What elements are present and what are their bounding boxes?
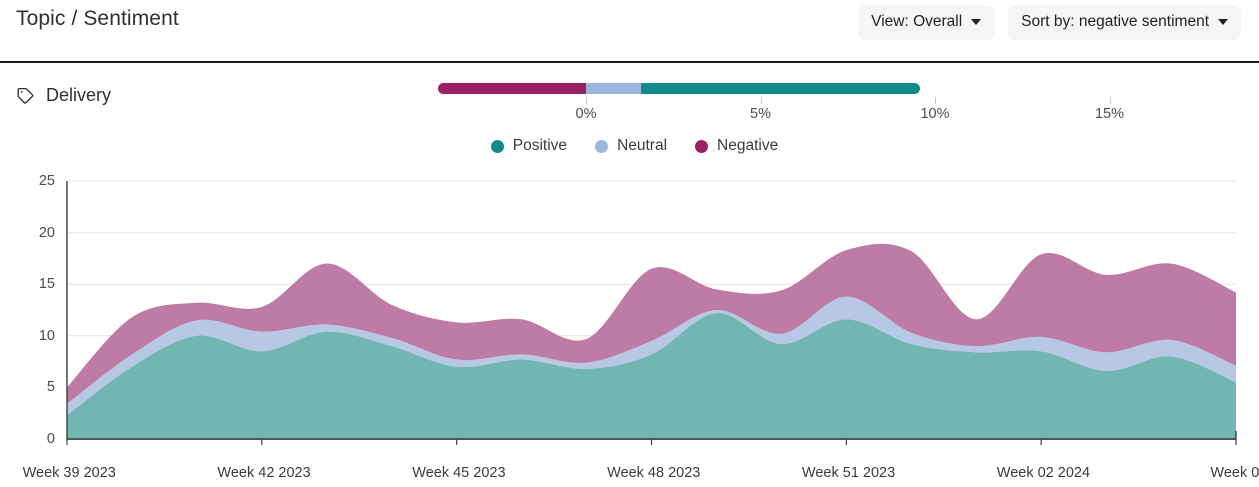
pct-axis-label: 15% bbox=[1094, 106, 1125, 122]
sort-dropdown-label: Sort by: negative sentiment bbox=[1021, 13, 1209, 30]
pct-axis-label: 5% bbox=[750, 106, 771, 122]
sort-dropdown[interactable]: Sort by: negative sentiment bbox=[1008, 5, 1241, 40]
pct-axis-label: 0% bbox=[575, 106, 597, 122]
area-positive bbox=[67, 313, 1236, 439]
sentiment-summary-bar: 0% 5% 10% 15% bbox=[0, 63, 1259, 131]
legend-color-dot bbox=[695, 139, 709, 153]
page-header: Topic / Sentiment View: Overall Sort by:… bbox=[0, 0, 1259, 63]
x-axis-tick-label: Week 02 2024 bbox=[996, 465, 1091, 481]
y-axis-tick-label: 10 bbox=[38, 327, 55, 344]
x-axis-tick-label: Week 42 2023 bbox=[217, 465, 311, 481]
legend-color-dot bbox=[595, 139, 609, 153]
view-dropdown[interactable]: View: Overall bbox=[858, 5, 995, 40]
chart-plot bbox=[66, 180, 1237, 445]
legend-item[interactable]: Negative bbox=[695, 137, 778, 155]
y-axis-tick-label: 0 bbox=[46, 431, 55, 447]
summary-bar-positive-segment bbox=[641, 83, 921, 94]
view-dropdown-label: View: Overall bbox=[871, 13, 963, 30]
summary-bar-neutral-segment bbox=[586, 83, 642, 94]
y-axis-tick-label: 15 bbox=[38, 276, 55, 293]
pct-axis-tick bbox=[1109, 97, 1111, 104]
x-axis-tick-label: Week 48 2023 bbox=[607, 465, 701, 481]
sentiment-area-chart: 0 5 10 15 20 25 Week 39 2023 Week 42 2023 Week … bbox=[0, 161, 1259, 481]
legend-label: Negative bbox=[717, 137, 779, 154]
chevron-down-icon bbox=[971, 19, 982, 25]
chart-legend: Positive Neutral Negative bbox=[0, 131, 1259, 161]
legend-label: Neutral bbox=[617, 137, 668, 154]
header-controls: View: Overall Sort by: negative sentimen… bbox=[858, 0, 1259, 40]
topic-name: Delivery bbox=[46, 85, 112, 105]
legend-label: Positive bbox=[512, 137, 568, 154]
legend-color-dot bbox=[490, 139, 504, 153]
x-axis-tick-label: Week 45 2023 bbox=[412, 465, 506, 481]
x-axis-tick-label: Week 51 2023 bbox=[801, 465, 896, 481]
summary-bar-negative-segment bbox=[437, 83, 586, 94]
x-axis-tick-label: Week 05 2 bbox=[1210, 465, 1259, 481]
legend-item[interactable]: Positive bbox=[490, 137, 568, 155]
pct-axis-tick bbox=[935, 97, 936, 104]
area-negative bbox=[67, 243, 1236, 404]
page-title: Topic / Sentiment bbox=[16, 7, 179, 30]
pct-axis-tick bbox=[586, 97, 587, 104]
x-axis-tick-label: Week 39 2023 bbox=[22, 465, 116, 481]
y-axis-tick-label: 25 bbox=[38, 173, 55, 189]
y-axis-labels: 0 5 10 15 20 25 bbox=[0, 161, 55, 461]
topic-summary-row: Delivery 0% 5% 10% 15% bbox=[0, 63, 1259, 131]
pct-axis-label: 10% bbox=[920, 106, 950, 122]
tag-icon bbox=[17, 87, 34, 104]
y-axis-tick-label: 5 bbox=[46, 379, 55, 396]
y-axis-tick-label: 20 bbox=[38, 224, 55, 241]
topic-label[interactable]: Delivery bbox=[16, 85, 111, 106]
pct-axis-tick bbox=[760, 97, 762, 104]
legend-item[interactable]: Neutral bbox=[595, 137, 667, 155]
x-axis-labels: Week 39 2023 Week 42 2023 Week 45 2023 Week… bbox=[0, 459, 1259, 487]
chevron-down-icon bbox=[1218, 19, 1228, 25]
